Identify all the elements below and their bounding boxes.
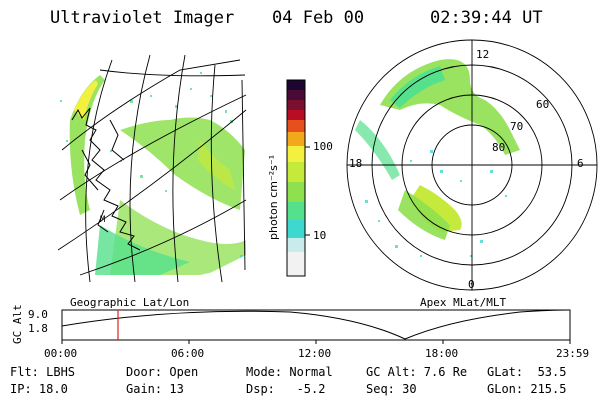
colorbar-tick-10: 10 (313, 229, 327, 242)
info-door: Door: Open (126, 365, 199, 379)
altitude-timeline (61, 309, 571, 344)
x-tick-1800: 18:00 (425, 347, 459, 360)
info-mode: Mode: Normal (246, 365, 333, 379)
geo-caption: Geographic Lat/Lon (70, 296, 190, 309)
instrument-title: Ultraviolet Imager (50, 8, 235, 28)
y-tick-1-8: 1.8 (28, 322, 48, 335)
info-dsp: Dsp: -5.2 (246, 382, 326, 396)
date-label: 04 Feb 00 (272, 8, 365, 28)
colorbar-tick-100: 100 (313, 140, 333, 153)
time-label: 02:39:44 UT (430, 8, 543, 28)
svg-text:M: M (100, 215, 106, 225)
mlt-0: 0 (468, 278, 475, 291)
mlt-6: 6 (577, 157, 584, 170)
info-glat: GLat: 53.5 (487, 365, 567, 379)
info-gc-alt: GC Alt: 7.6 Re (366, 365, 468, 379)
info-glon: GLon: 215.5 (487, 382, 567, 396)
x-tick-1200: 12:00 (298, 347, 332, 360)
lat-60: 60 (536, 98, 550, 111)
mlt-12: 12 (476, 48, 490, 61)
lat-70: 70 (510, 120, 524, 133)
mlt-18: 18 (349, 157, 363, 170)
timeline-axis-label: GC Alt (11, 304, 24, 344)
polar-caption: Apex MLat/MLT (420, 296, 507, 309)
info-filter: Flt: LBHS (10, 365, 76, 379)
info-ip: IP: 18.0 (10, 382, 68, 396)
colorbar-unit: photon cm⁻²s⁻¹ (267, 154, 280, 240)
x-tick-0600: 06:00 (171, 347, 205, 360)
geographic-image: M (57, 54, 247, 283)
info-gain: Gain: 13 (126, 382, 184, 396)
colorbar (286, 79, 310, 277)
x-tick-2359: 23:59 (556, 347, 590, 360)
info-seq: Seq: 30 (366, 382, 417, 396)
polar-image (346, 39, 598, 291)
x-tick-0000: 00:00 (44, 347, 78, 360)
y-tick-9: 9.0 (28, 308, 48, 321)
lat-80: 80 (492, 141, 506, 154)
